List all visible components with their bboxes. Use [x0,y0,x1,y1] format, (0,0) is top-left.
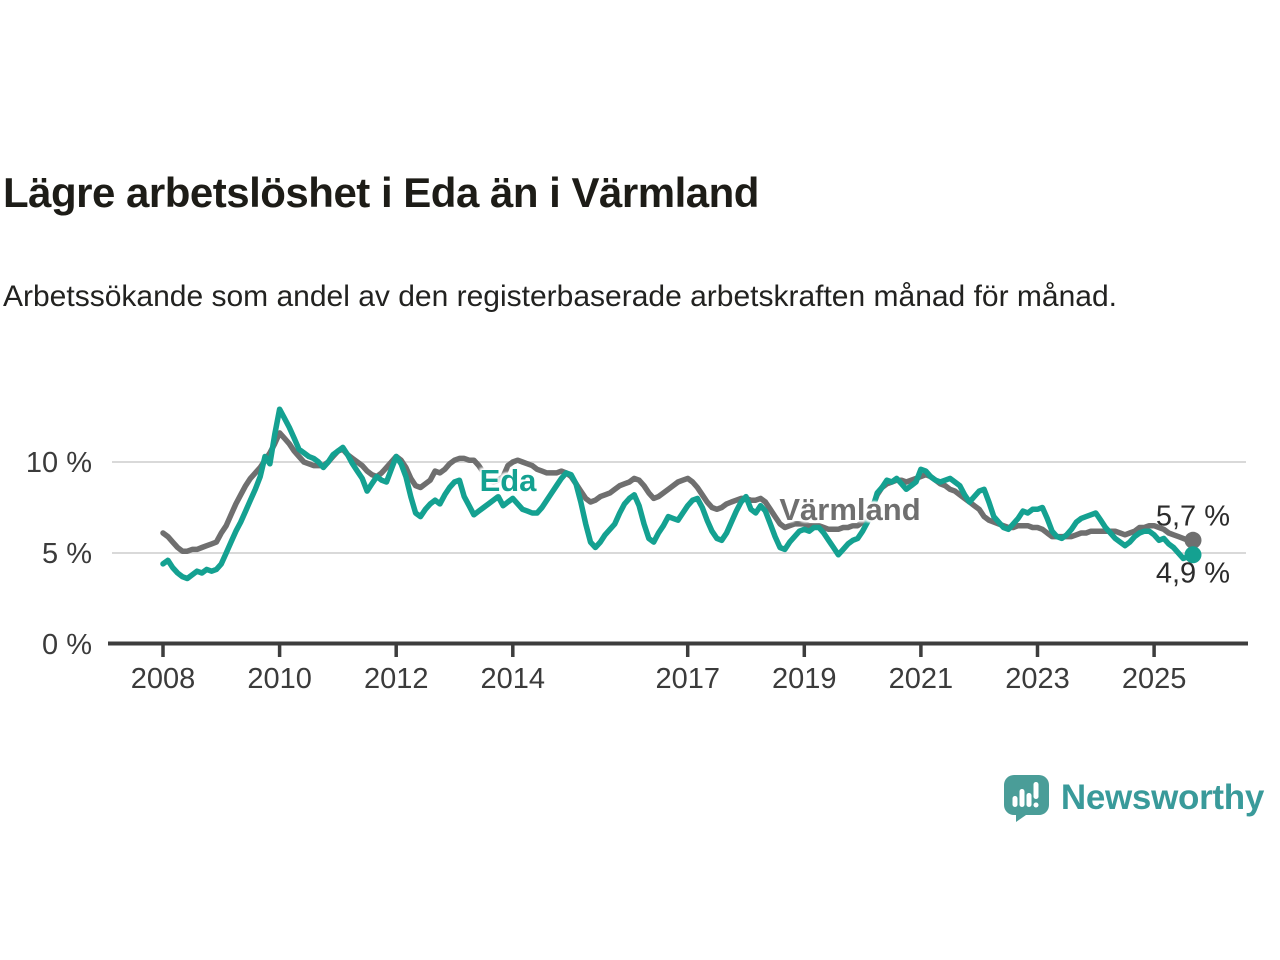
x-tick-label-2012: 2012 [364,663,429,695]
x-tick-label-2021: 2021 [889,663,954,695]
series-label-eda: Eda [479,463,537,498]
end-dot-eda [1184,546,1202,564]
chart-subtitle: Arbetssökande som andel av den registerb… [3,280,1117,313]
y-tick-label-5: 5 % [42,538,92,570]
end-value-label-eda: 4,9 % [1155,557,1230,590]
end-value-label-varmland: 5,7 % [1155,500,1230,533]
x-tick-label-2019: 2019 [772,663,837,695]
newsworthy-logo: Newsworthy [1003,773,1264,823]
end-dot-varmland [1184,531,1202,549]
y-tick-label-10: 10 % [26,447,92,479]
newsworthy-logo-icon [1003,775,1049,822]
series-label-varmland: Värmland [779,492,921,527]
y-tick-label-0: 0 % [42,629,92,661]
x-tick-label-2017: 2017 [655,663,720,695]
series-line-eda [160,406,1196,582]
x-tick-label-2014: 2014 [481,663,546,695]
x-tick-label-2010: 2010 [247,663,312,695]
chart-title: Lägre arbetslöshet i Eda än i Värmland [3,169,759,217]
x-tick-label-2025: 2025 [1122,663,1187,695]
x-tick-label-2008: 2008 [131,663,196,695]
x-tick-label-2023: 2023 [1005,663,1070,695]
series-line-varmland [160,430,1196,554]
newsworthy-logo-text: Newsworthy [1060,778,1264,817]
